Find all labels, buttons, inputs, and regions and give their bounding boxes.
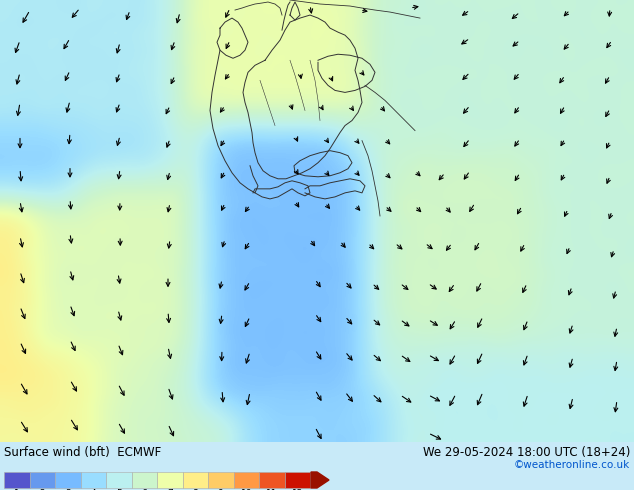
Text: 2: 2 [39, 489, 45, 490]
Text: 3: 3 [65, 489, 70, 490]
Bar [285, 472, 310, 488]
Text: 1: 1 [14, 489, 20, 490]
Bar [157, 472, 183, 488]
Bar [106, 472, 131, 488]
Text: 10: 10 [240, 489, 252, 490]
Text: 4: 4 [91, 489, 96, 490]
Bar [81, 472, 106, 488]
Bar [259, 472, 285, 488]
Bar [4, 472, 30, 488]
Text: We 29-05-2024 18:00 UTC (18+24): We 29-05-2024 18:00 UTC (18+24) [423, 446, 630, 459]
Bar [30, 472, 55, 488]
Text: 6: 6 [141, 489, 147, 490]
Text: 8: 8 [192, 489, 198, 490]
Bar [131, 472, 157, 488]
Text: 5: 5 [116, 489, 122, 490]
Bar [183, 472, 208, 488]
Text: Surface wind (bft)  ECMWF: Surface wind (bft) ECMWF [4, 446, 161, 459]
Bar [55, 472, 81, 488]
Bar [208, 472, 233, 488]
Text: 12: 12 [292, 489, 303, 490]
Text: 9: 9 [218, 489, 224, 490]
Bar [233, 472, 259, 488]
Text: 7: 7 [167, 489, 172, 490]
FancyArrow shape [311, 472, 329, 488]
Text: 11: 11 [266, 489, 278, 490]
Text: ©weatheronline.co.uk: ©weatheronline.co.uk [514, 460, 630, 470]
